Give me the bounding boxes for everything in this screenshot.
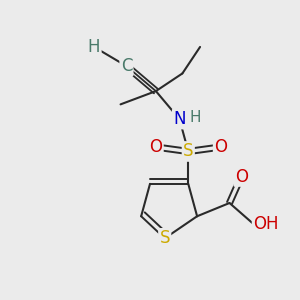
Text: C: C (121, 57, 132, 75)
Text: H: H (190, 110, 201, 125)
Text: S: S (160, 229, 170, 247)
Text: H: H (88, 38, 100, 56)
Text: O: O (149, 138, 162, 156)
Text: OH: OH (253, 214, 279, 232)
Text: N: N (173, 110, 186, 128)
Text: O: O (235, 167, 248, 185)
Text: O: O (214, 138, 227, 156)
Text: S: S (183, 142, 194, 160)
